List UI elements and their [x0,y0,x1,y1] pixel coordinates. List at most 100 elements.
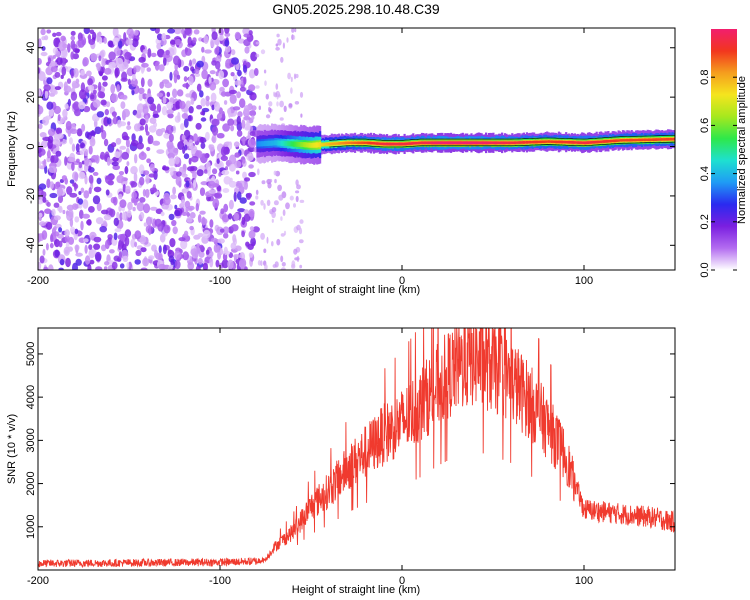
spectrogram-speckle [252,226,260,233]
spectrogram-speckle [139,235,146,245]
spectrogram-speckle [156,149,165,155]
spectrogram-ridge-cell [594,140,597,144]
spectrogram-ridge-cell [340,142,343,145]
spectrogram-speckle [158,64,165,72]
spectrogram-speckle [58,240,63,248]
spectrogram-speckle [280,216,283,221]
spectrogram-ridge-cell [457,141,460,145]
spectrogram-speckle [75,143,80,153]
spectrogram-ridge-cell [359,141,362,145]
spectrogram-speckle [38,212,43,218]
spectrogram-ridge-cell [323,143,326,146]
spectrogram-speckle [113,217,120,227]
spectrogram-ridge-cell [259,141,262,147]
spectrogram-speckle [38,233,42,243]
spectrogram-speckle [148,255,155,260]
spectrogram-signal-ridge [256,123,675,165]
spectrogram-ridge-cell [618,139,622,142]
spectrogram-speckle [251,94,257,100]
spectrogram-speckle [108,51,116,61]
spectrogram-speckle [66,204,74,211]
colorbar-tick-label: 0.4 [699,166,711,181]
snr-y-tick-label: 4000 [25,385,37,409]
spectrogram-speckle [285,202,290,210]
spectrogram-speckle [38,199,43,205]
spectrogram-speckle [98,81,102,92]
spectrogram-speckle [184,144,188,151]
spectrogram-ridge-cell [371,142,374,145]
spectrogram-speckle [215,60,221,70]
spectrogram-speckle [58,205,63,213]
spectrogram-speckle [178,237,186,242]
spectrogram-speckle [175,171,182,177]
spectrogram-ridge-cell [442,141,445,144]
spectrogram-speckle [142,170,150,176]
spectrogram-ridge-cell [383,142,386,146]
spectrogram-speckle [142,49,148,54]
spectrogram-speckle [179,100,186,110]
spectrogram-speckle [188,157,192,165]
snr-y-tick-label: 3000 [25,428,37,452]
spectrogram-speckle [263,248,267,254]
spectrogram-speckle [224,32,231,37]
spectrogram-ridge-cell [282,140,285,146]
spectrogram-speckle [177,111,181,122]
spectrogram-speckle [69,137,73,145]
spectrogram-speckle [190,97,195,105]
spectrogram-speckle [78,191,82,195]
spectrogram-speckle [77,38,85,48]
spectrogram-speckle [275,46,280,51]
spectrogram-speckle [283,105,287,113]
spectrogram-speckle [221,214,230,223]
spectrogram-ridge-cell [540,140,543,144]
spectrogram-speckle [111,111,117,117]
spectrogram-ridge-cell [416,142,419,145]
spectrogram-ridge-cell [531,141,534,144]
spectrogram-speckle [201,55,206,64]
spectrogram-ridge-cell [584,141,587,145]
spectrogram-speckle [188,106,194,114]
spectrogram-speckle [87,263,92,270]
spectrogram-speckle [299,91,304,98]
spectrogram-speckle [185,180,190,188]
spectrogram-ridge-cell [629,138,632,142]
spectrogram-speckle [220,155,228,162]
spectrogram-speckle [38,38,42,48]
spectrogram-speckle [70,51,75,60]
spectrogram-speckle [148,125,157,133]
spectrogram-ridge-cell [530,141,533,144]
spectrogram-speckle [233,212,240,222]
spectrogram-speckle [110,93,119,103]
spectrogram-ridge-cell [598,140,601,143]
spectrogram-speckle [139,118,146,126]
spectrogram-speckle [227,118,235,126]
spectrogram-ridge-cell [473,141,476,144]
spectrogram-speckle [133,67,137,74]
spectrogram-speckle [243,209,249,215]
spectrogram-ridge-cell [655,138,658,141]
spectrogram-speckle [201,46,205,53]
spectrogram-speckle [291,28,295,33]
spectrogram-ridge-cell [354,141,357,145]
spectrogram-speckle [295,190,300,194]
spectrogram-speckle [243,39,251,47]
spectrogram-speckle [116,84,120,93]
spectrogram-speckle [53,90,58,95]
snr-x-tick-label: -200 [27,575,49,587]
spectrogram-speckle [248,138,257,148]
spectrogram-speckle [183,230,189,237]
spectrogram-speckle [118,193,123,200]
spectrogram-ridge-cell [448,141,451,145]
spectrogram-speckle [109,249,115,254]
spectrogram-speckle [276,94,279,100]
spectrogram-speckle [138,56,146,63]
spectrogram-speckle [174,204,178,210]
spectrogram-speckle [242,64,248,73]
spectrogram-speckle [149,163,155,172]
spectrogram-speckle [131,89,135,96]
spectrogram-speckle [150,28,157,32]
spectrogram-speckle [205,249,210,255]
spectrogram-speckle [232,234,237,243]
spectrogram-ridge-cell [514,141,517,145]
spectrogram-speckle [132,73,136,81]
